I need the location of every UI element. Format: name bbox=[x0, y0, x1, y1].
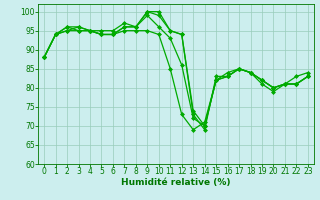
X-axis label: Humidité relative (%): Humidité relative (%) bbox=[121, 178, 231, 187]
